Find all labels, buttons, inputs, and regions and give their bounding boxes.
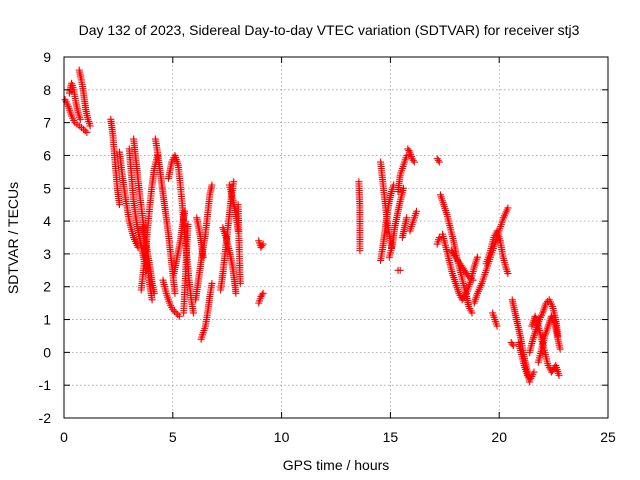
data-point [172, 309, 180, 317]
data-point [556, 345, 564, 353]
data-point [508, 340, 516, 348]
data-point [413, 207, 421, 215]
data-point [181, 207, 189, 215]
data-point [258, 242, 266, 250]
data-point [473, 253, 481, 261]
grid-lines [64, 57, 608, 418]
data-points [61, 66, 564, 386]
data-point [83, 128, 91, 136]
y-tick-label: 0 [43, 344, 51, 360]
data-point [469, 276, 477, 284]
data-point [259, 240, 267, 248]
x-tick-label: 0 [60, 429, 68, 445]
data-point [504, 204, 512, 212]
data-point [189, 309, 197, 317]
data-point [236, 279, 244, 287]
data-point [464, 271, 472, 279]
x-tick-label: 25 [600, 429, 616, 445]
y-tick-label: 7 [43, 115, 51, 131]
data-point [530, 368, 538, 376]
y-tick-label: 6 [43, 147, 51, 163]
data-point [410, 158, 418, 166]
data-point [403, 214, 411, 222]
data-point [230, 178, 238, 186]
data-point [461, 291, 469, 299]
data-point [80, 125, 88, 133]
data-point [409, 156, 417, 164]
data-point [504, 270, 512, 278]
x-tick-label: 5 [169, 429, 177, 445]
data-point [115, 201, 123, 209]
data-point [170, 307, 178, 315]
data-point [468, 309, 476, 317]
data-point [523, 371, 531, 379]
x-tick-label: 10 [274, 429, 290, 445]
data-point [493, 322, 501, 330]
data-point [169, 306, 177, 314]
data-point [399, 184, 407, 192]
y-tick-label: 1 [43, 312, 51, 328]
x-axis-label: GPS time / hours [283, 457, 390, 473]
data-point [396, 266, 404, 274]
data-point [199, 253, 207, 261]
y-axis-label: SDTVAR / TECUs [5, 182, 21, 294]
data-point [208, 279, 216, 287]
data-point [171, 289, 179, 297]
axis-ticks: 0 5 10 15 20 25 -2 -1 0 1 2 3 4 5 6 7 8 9 [39, 49, 616, 445]
data-point [208, 181, 216, 189]
data-point [403, 151, 411, 159]
plot-frame [63, 56, 609, 419]
y-tick-label: 4 [43, 213, 51, 229]
y-tick-label: 2 [43, 279, 51, 295]
data-point [555, 371, 563, 379]
data-point [259, 289, 267, 297]
y-tick-label: 5 [43, 180, 51, 196]
y-tick-label: -2 [39, 410, 52, 426]
data-point [356, 247, 364, 255]
data-point [81, 127, 89, 135]
x-tick-label: 20 [491, 429, 507, 445]
x-tick-label: 15 [383, 429, 399, 445]
data-point [184, 220, 192, 228]
y-tick-label: 8 [43, 82, 51, 98]
data-point [174, 311, 182, 319]
data-point [405, 147, 413, 155]
data-point [509, 342, 517, 350]
data-point [232, 289, 240, 297]
data-point [76, 115, 84, 123]
data-point [435, 234, 443, 241]
data-point [258, 291, 266, 299]
y-tick-label: 3 [43, 246, 51, 262]
data-point [542, 299, 550, 307]
chart-title: Day 132 of 2023, Sidereal Day-to-day VTE… [79, 22, 580, 38]
data-point [86, 122, 94, 130]
y-tick-label: 9 [43, 49, 51, 65]
data-point [434, 156, 442, 164]
data-point [175, 312, 183, 320]
data-point [148, 296, 156, 304]
data-point [234, 227, 242, 235]
y-tick-label: -1 [39, 377, 52, 393]
data-point [435, 158, 443, 166]
